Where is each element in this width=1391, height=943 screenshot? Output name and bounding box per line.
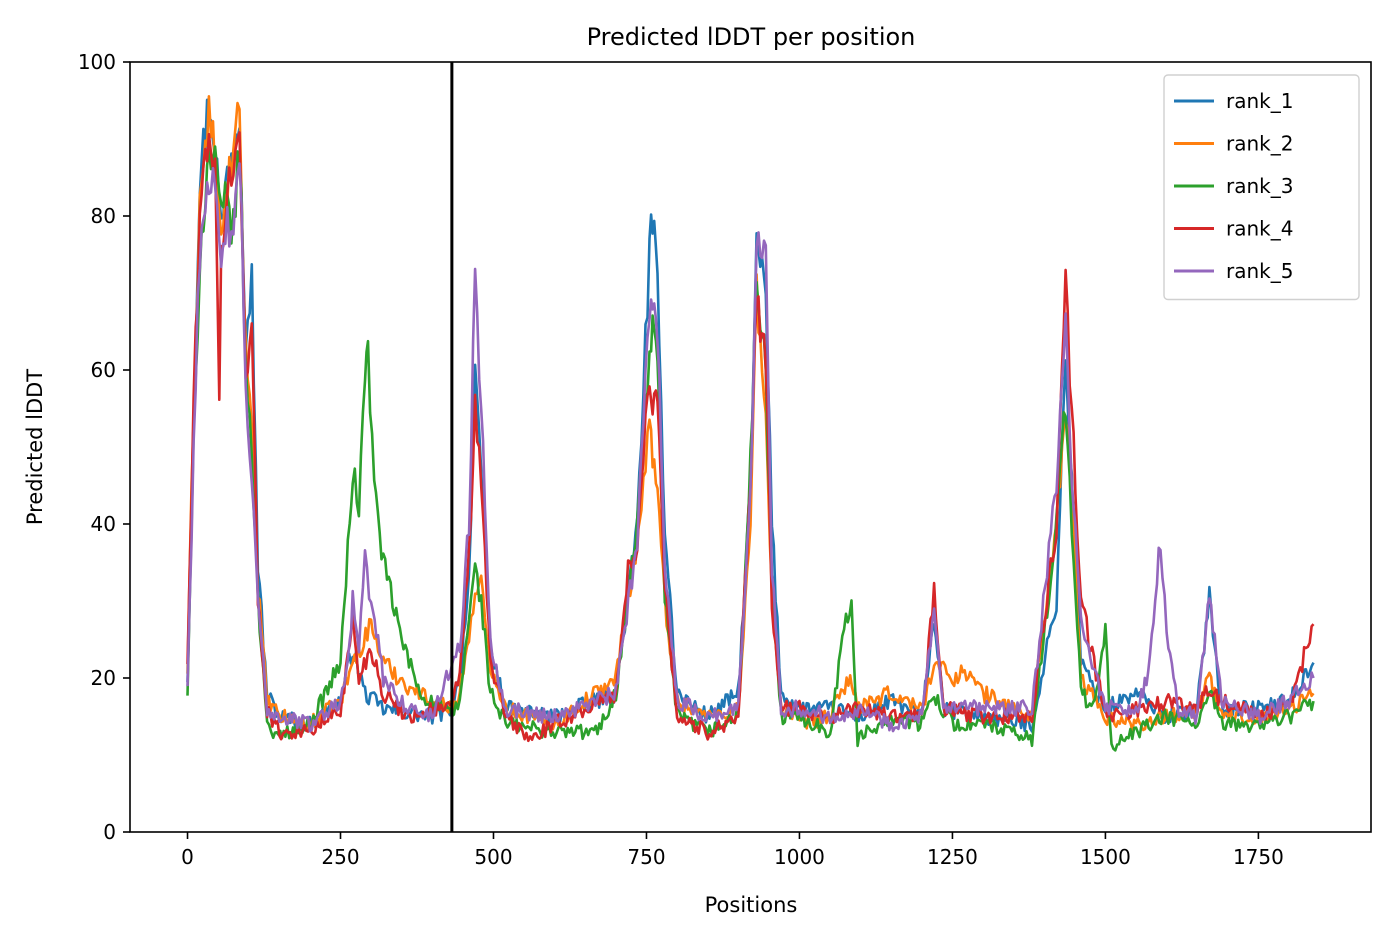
x-tick-label: 1000: [774, 845, 825, 869]
x-tick-label: 1500: [1080, 845, 1131, 869]
plot-area: [186, 62, 1315, 832]
y-tick-label: 100: [78, 50, 116, 74]
x-tick-label: 1250: [927, 845, 978, 869]
x-axis: 0 250 500 750 1000 1250 1500 1750: [181, 832, 1284, 869]
y-tick-label: 20: [91, 666, 116, 690]
legend-label-rank_5: rank_5: [1226, 259, 1293, 283]
y-tick-label: 80: [91, 204, 116, 228]
legend-label-rank_2: rank_2: [1226, 132, 1293, 156]
legend-label-rank_1: rank_1: [1226, 89, 1293, 113]
y-axis-label: Predicted lDDT: [23, 369, 47, 525]
y-tick-label: 0: [103, 820, 116, 844]
series-line-rank_5: [186, 162, 1315, 733]
legend: rank_1 rank_2 rank_3 rank_4 rank_5: [1163, 74, 1360, 301]
chart-title: Predicted lDDT per position: [587, 23, 916, 51]
x-tick-label: 0: [181, 845, 194, 869]
x-tick-label: 1750: [1233, 845, 1284, 869]
x-tick-label: 250: [321, 845, 359, 869]
x-tick-label: 500: [474, 845, 512, 869]
x-tick-label: 750: [627, 845, 665, 869]
legend-box: [1163, 74, 1360, 301]
y-tick-label: 40: [91, 512, 116, 536]
x-axis-label: Positions: [705, 893, 798, 917]
plot-frame: [129, 61, 1372, 833]
y-axis: 0 20 40 60 80 100: [78, 50, 130, 844]
legend-label-rank_4: rank_4: [1226, 217, 1293, 241]
y-tick-label: 60: [91, 358, 116, 382]
legend-label-rank_3: rank_3: [1226, 174, 1293, 198]
